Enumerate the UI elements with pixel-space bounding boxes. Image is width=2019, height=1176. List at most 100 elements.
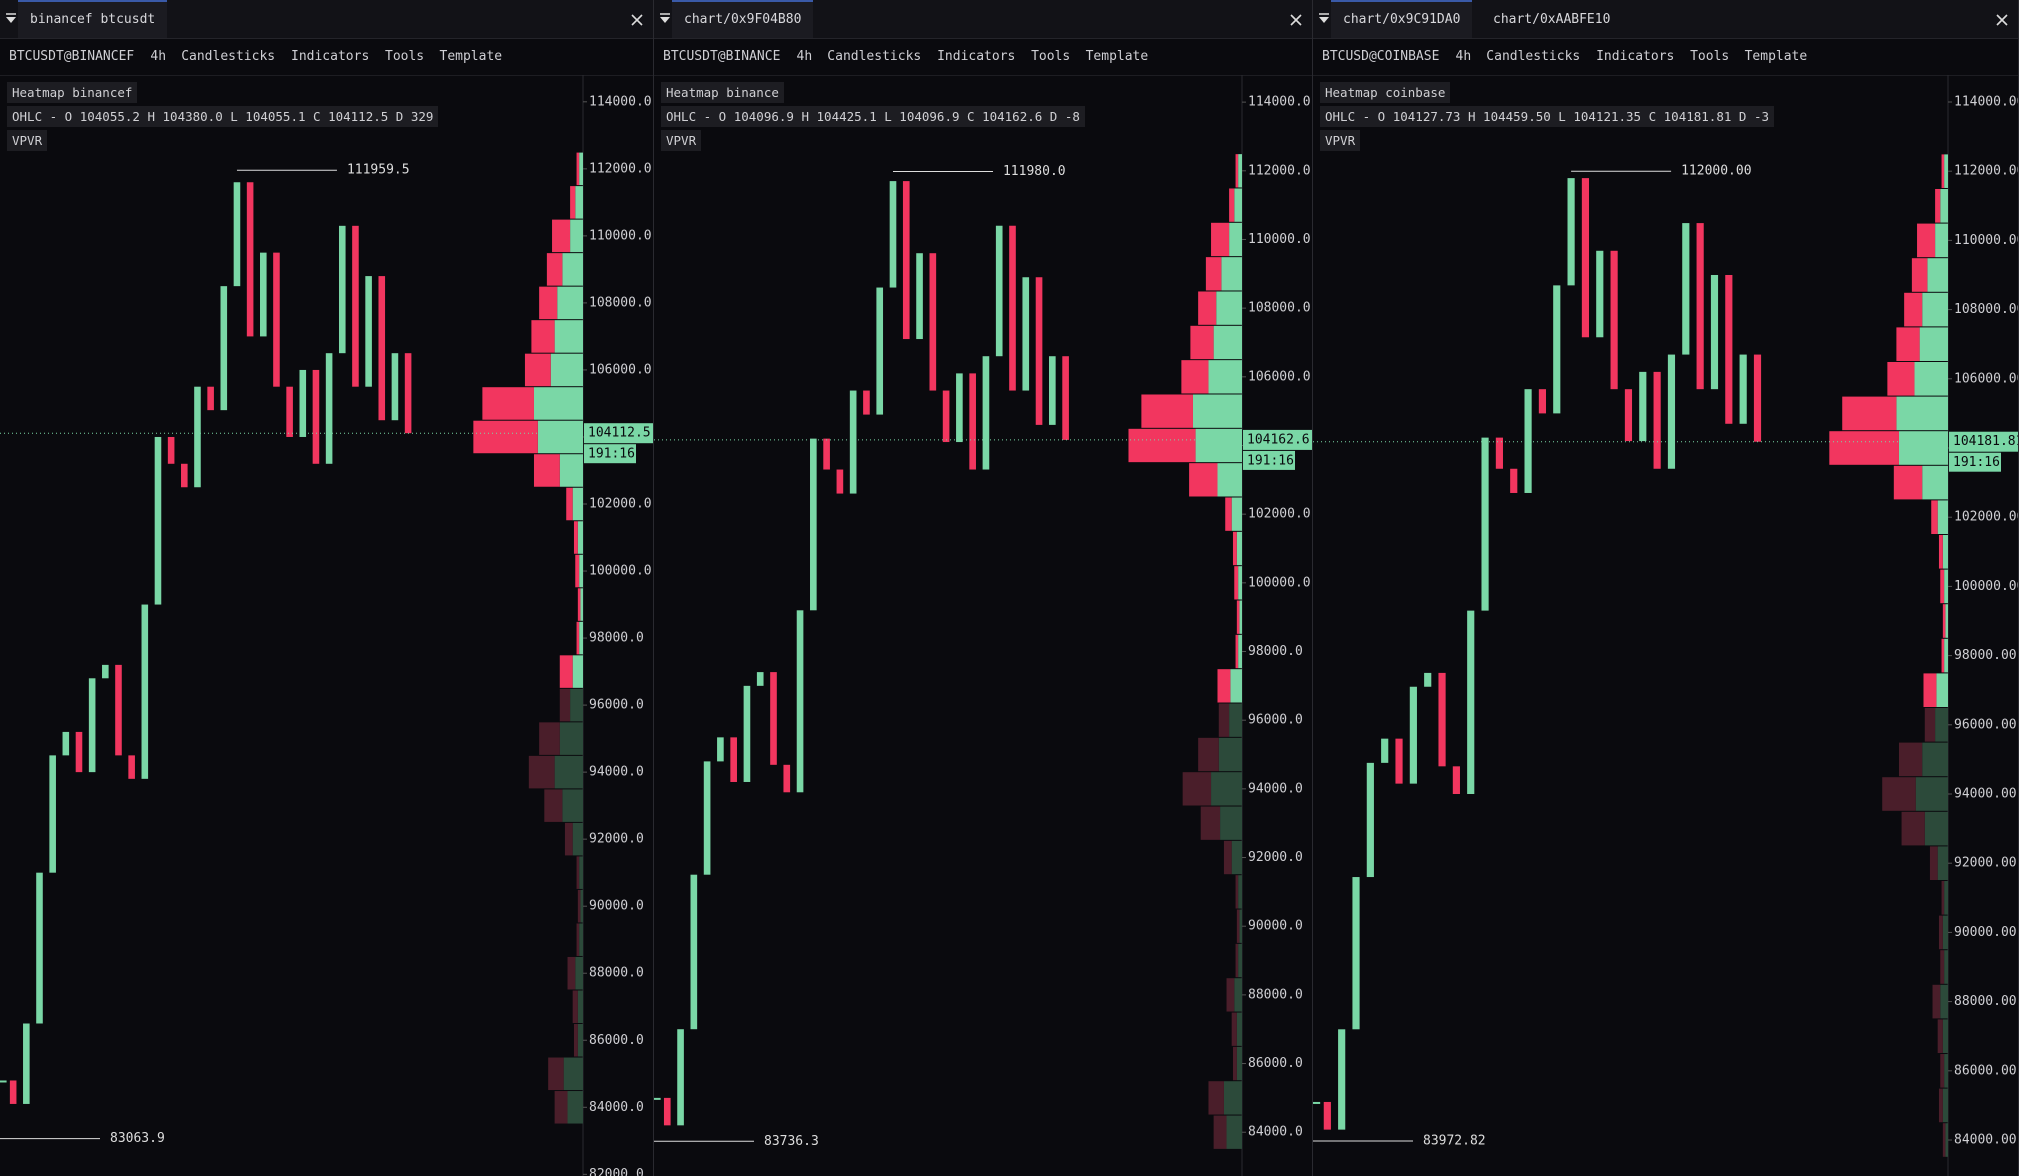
y-tick-label: 88000.0: [589, 966, 644, 981]
close-button[interactable]: [629, 12, 645, 28]
toolbar-item[interactable]: Tools: [1031, 49, 1071, 64]
chart: 84000.00 86000.00 88000.00 90000.00 92000.00…: [1313, 75, 2019, 1176]
toolbar-item[interactable]: BTCUSDT@BINANCE: [663, 49, 781, 64]
profile-sell: [539, 722, 560, 755]
legend-item: OHLC - O 104096.9 H 104425.1 L 104096.9 …: [661, 106, 1085, 127]
legend-item: OHLC - O 104127.73 H 104459.50 L 104121.…: [1320, 106, 1775, 127]
candle: [743, 685, 751, 782]
candle: [312, 369, 320, 464]
profile-buy: [533, 387, 583, 420]
toolbar-item[interactable]: Template: [1085, 49, 1149, 64]
candle: [1624, 389, 1633, 442]
profile-buy: [1944, 638, 1948, 673]
candle: [1596, 250, 1604, 338]
profile-sell: [1128, 428, 1196, 463]
toolbar-item[interactable]: Candlesticks: [1486, 49, 1581, 64]
toolbar-item[interactable]: 4h: [796, 49, 813, 64]
candle: [1682, 223, 1690, 355]
candle: [1366, 762, 1374, 878]
profile-buy: [1236, 1012, 1242, 1046]
profile-sell: [1234, 566, 1239, 600]
profile-sell: [573, 1024, 578, 1057]
toolbar-item[interactable]: Tools: [385, 49, 425, 64]
candle: [1062, 356, 1069, 440]
candle: [1352, 877, 1360, 1030]
candle: [128, 755, 135, 779]
candle: [823, 438, 830, 470]
toolbar-item[interactable]: Indicators: [1596, 49, 1675, 64]
y-tick-label: 92000.0: [589, 832, 644, 847]
profile-buy: [537, 420, 583, 454]
toolbar-item[interactable]: Template: [439, 49, 503, 64]
toolbar-item[interactable]: 4h: [1455, 49, 1472, 64]
profile-sell: [1211, 222, 1230, 257]
profile-sell: [1942, 604, 1946, 638]
profile-sell: [1223, 840, 1232, 875]
candle: [995, 225, 1003, 357]
toolbar-item[interactable]: BTCUSDT@BINANCEF: [9, 49, 135, 64]
y-tick-label: 112000.00: [1954, 164, 2019, 179]
candle: [969, 373, 976, 470]
profile-sell: [575, 554, 580, 588]
y-tick-label: 88000.0: [1248, 987, 1303, 1002]
profile-buy: [572, 822, 583, 856]
candle: [849, 390, 857, 494]
toolbar-item[interactable]: Indicators: [291, 49, 370, 64]
close-button[interactable]: [1994, 12, 2010, 28]
profile-sell: [1829, 431, 1899, 465]
tab[interactable]: chart/0x9C91DA0: [1331, 0, 1473, 38]
low-label: 83063.9: [110, 1131, 165, 1146]
profile-buy: [579, 923, 583, 956]
candle: [717, 737, 724, 762]
toolbar-item[interactable]: Template: [1744, 49, 1808, 64]
profile-sell: [1208, 1081, 1224, 1115]
dropdown-arrow: [1319, 17, 1329, 23]
candle: [1424, 672, 1432, 687]
profile-buy: [1192, 394, 1242, 428]
profile-sell: [544, 789, 563, 822]
toolbar-item[interactable]: BTCUSD@COINBASE: [1322, 49, 1440, 64]
candle: [916, 253, 923, 340]
candle: [1725, 274, 1733, 424]
candle: [299, 369, 307, 437]
toolbar-item[interactable]: 4h: [150, 49, 167, 64]
close-icon: [1290, 14, 1302, 26]
candle: [956, 373, 963, 443]
toolbar-item[interactable]: Candlesticks: [827, 49, 922, 64]
countdown-box: [584, 444, 636, 464]
profile-buy: [1922, 465, 1948, 500]
candle: [690, 874, 698, 1030]
candle: [929, 253, 937, 391]
tab[interactable]: chart/0xAABFE10: [1493, 12, 1611, 27]
toolbar-item[interactable]: Indicators: [937, 49, 1016, 64]
profile-sell: [533, 454, 560, 487]
toolbar-item[interactable]: Tools: [1690, 49, 1730, 64]
candle: [1022, 277, 1030, 391]
profile-sell: [1217, 669, 1231, 703]
y-tick-label: 100000.00: [1954, 579, 2019, 594]
y-tick-label: 106000.0: [589, 362, 652, 377]
profile-buy: [1236, 1046, 1242, 1081]
candle: [220, 286, 228, 411]
profile-buy: [1229, 222, 1242, 257]
profile-buy: [579, 152, 583, 186]
toolbar-item[interactable]: Candlesticks: [181, 49, 276, 64]
candle: [1753, 354, 1762, 442]
profile-buy: [562, 789, 583, 822]
y-tick-label: 100000.0: [589, 564, 652, 579]
candle: [1553, 285, 1561, 414]
y-tick-label: 114000.00: [1954, 94, 2019, 109]
profile-buy: [572, 487, 583, 521]
close-button[interactable]: [1288, 12, 1304, 28]
profile-buy: [1937, 500, 1948, 534]
candle: [404, 353, 412, 434]
candle: [378, 276, 386, 421]
candle: [863, 390, 870, 415]
profile-buy: [1940, 984, 1948, 1019]
profile-sell: [1190, 325, 1214, 360]
tab[interactable]: chart/0x9F04B80: [672, 0, 814, 38]
tab[interactable]: binancef btcusdt: [18, 0, 168, 38]
candle: [246, 182, 254, 337]
tab-bar: chart/0x9F04B80: [654, 0, 1312, 39]
